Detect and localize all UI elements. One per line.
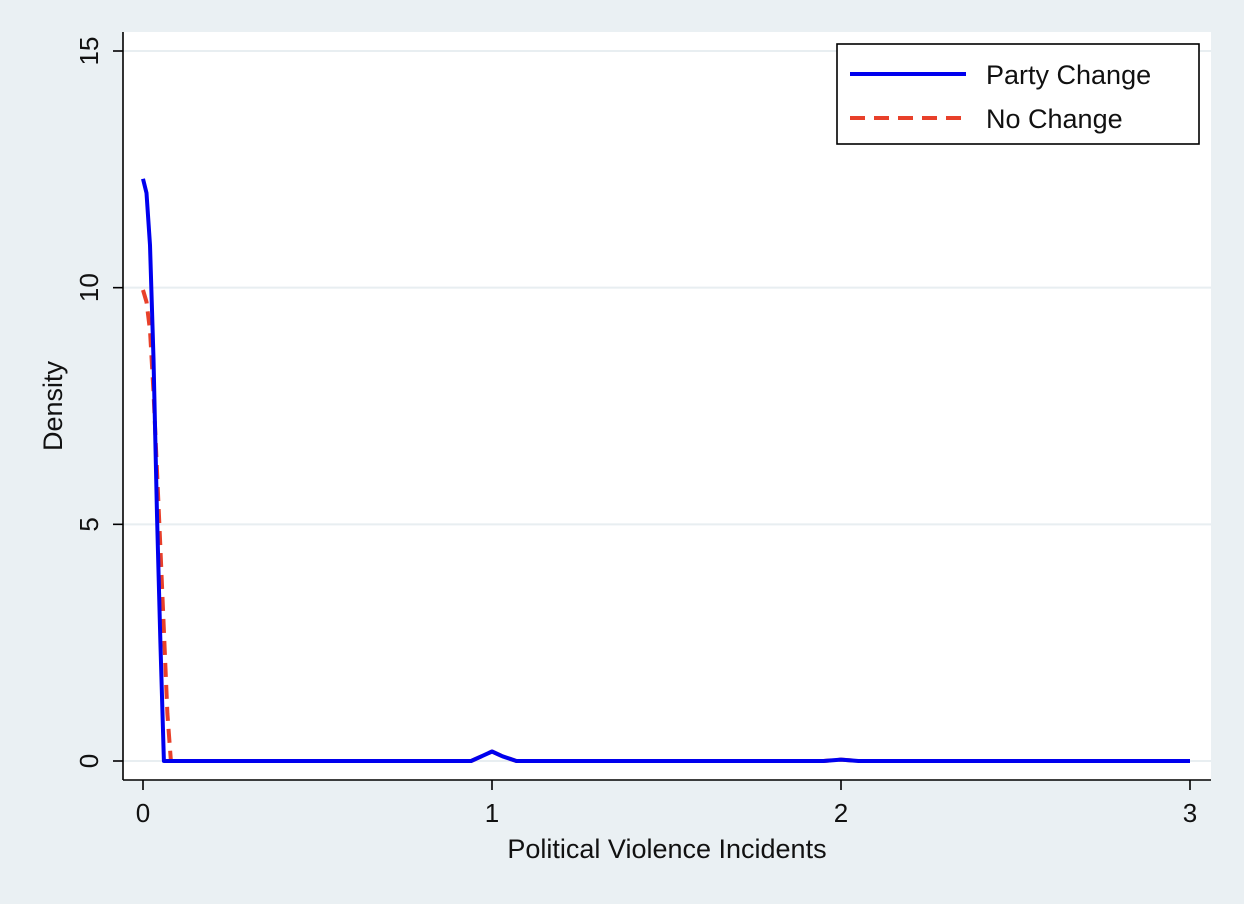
x-tick-label-3: 3	[1183, 798, 1197, 828]
y-tick-label-10: 10	[74, 273, 104, 302]
x-tick-label-0: 0	[136, 798, 150, 828]
legend-label-no-change: No Change	[986, 104, 1123, 134]
legend-label-party-change: Party Change	[986, 60, 1151, 90]
plot-background	[123, 32, 1211, 780]
series-line-party-change	[141, 178, 1190, 763]
legend: Party Change No Change	[836, 43, 1200, 145]
legend-box	[836, 43, 1200, 145]
axes	[122, 32, 1211, 781]
y-tick-label-5: 5	[74, 517, 104, 531]
tick-marks: 0 5 10 15 0 1 2 3	[74, 37, 1197, 828]
y-axis-title: Density	[38, 360, 68, 451]
x-axis-title: Political Violence Incidents	[507, 834, 826, 864]
y-tick-label-15: 15	[74, 37, 104, 66]
series-lines	[141, 178, 1190, 763]
y-tick-label-0: 0	[74, 754, 104, 768]
x-tick-label-2: 2	[834, 798, 848, 828]
x-tick-label-1: 1	[485, 798, 499, 828]
